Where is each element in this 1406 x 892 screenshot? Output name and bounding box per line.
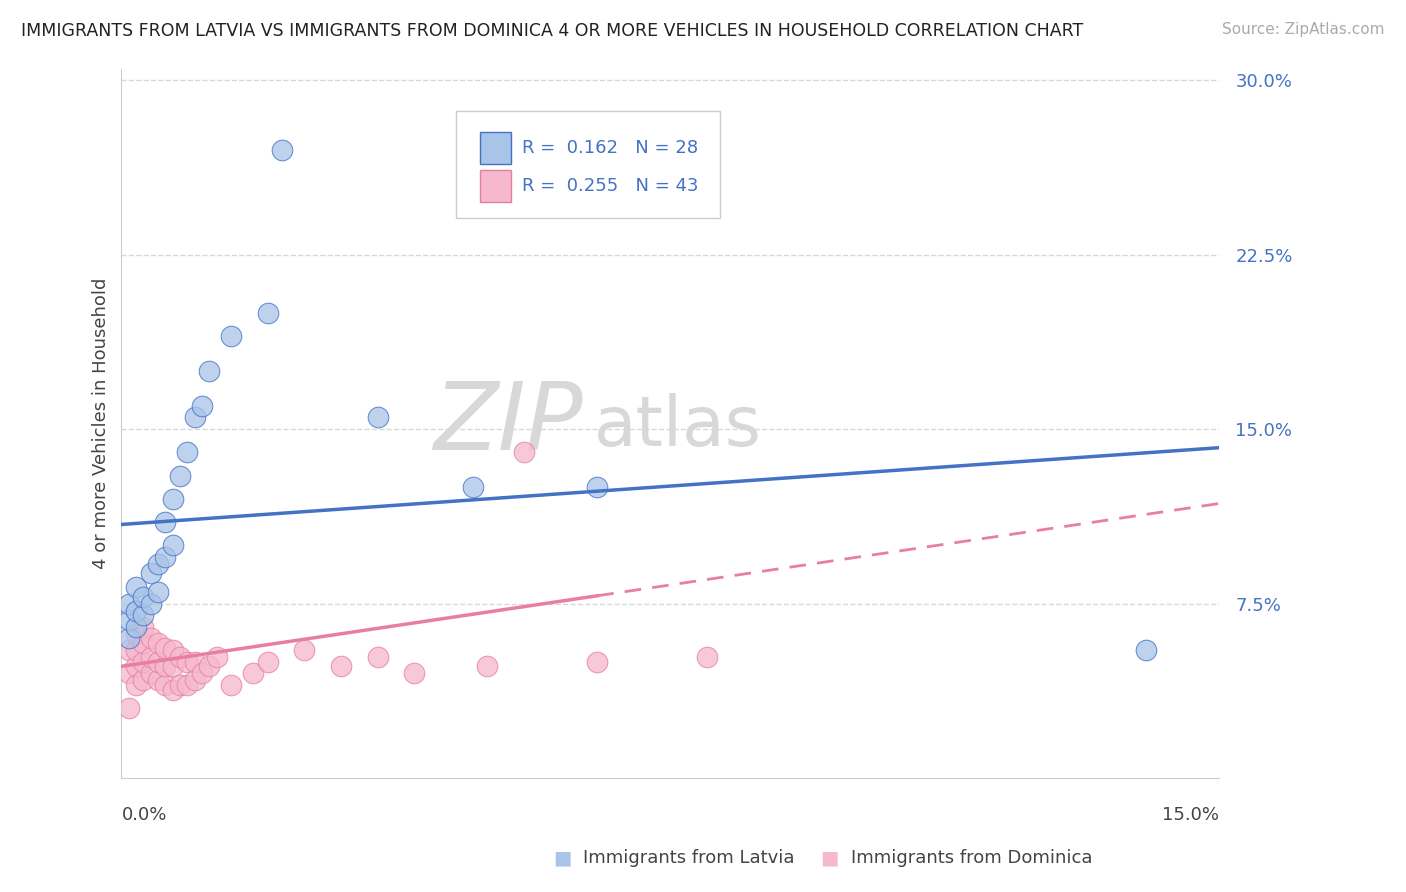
Point (513, 445, 536, 459)
Point (125, 603, 148, 617)
Point (696, 650, 718, 665)
Point (125, 620, 148, 634)
Point (118, 643, 141, 657)
Point (586, 655, 609, 669)
Point (183, 655, 205, 669)
Point (118, 597, 141, 611)
Point (294, 643, 316, 657)
Point (125, 580, 148, 594)
Point (162, 659, 184, 673)
Text: atlas: atlas (593, 393, 762, 460)
Point (132, 636, 155, 650)
Point (118, 632, 141, 646)
Point (118, 666, 141, 681)
Point (139, 650, 162, 665)
Point (139, 566, 162, 581)
Point (139, 597, 162, 611)
Point (176, 445, 198, 459)
Text: R =  0.255   N = 43: R = 0.255 N = 43 (522, 177, 699, 194)
Point (191, 666, 214, 681)
Text: ■: ■ (553, 848, 572, 867)
Text: Immigrants from Latvia: Immigrants from Latvia (583, 849, 794, 867)
Point (132, 608, 155, 623)
Point (477, 659, 499, 673)
Text: ZIP: ZIP (433, 378, 582, 469)
Point (271, 143, 294, 157)
Point (191, 399, 214, 413)
Point (162, 538, 184, 552)
Point (242, 666, 264, 681)
Point (404, 666, 426, 681)
Point (155, 678, 177, 692)
Point (198, 659, 221, 673)
Point (132, 590, 155, 604)
Point (146, 673, 169, 688)
FancyBboxPatch shape (481, 132, 512, 164)
Point (162, 491, 184, 506)
Point (169, 650, 191, 665)
Point (146, 557, 169, 571)
Text: IMMIGRANTS FROM LATVIA VS IMMIGRANTS FROM DOMINICA 4 OR MORE VEHICLES IN HOUSEHO: IMMIGRANTS FROM LATVIA VS IMMIGRANTS FRO… (21, 22, 1084, 40)
Point (155, 659, 177, 673)
Point (155, 640, 177, 655)
Point (125, 627, 148, 641)
Point (256, 306, 278, 320)
Point (176, 655, 198, 669)
Y-axis label: 4 or more Vehicles in Household: 4 or more Vehicles in Household (93, 277, 110, 569)
Point (132, 620, 155, 634)
Point (198, 364, 221, 378)
Point (256, 655, 278, 669)
Point (176, 678, 198, 692)
Point (461, 480, 484, 494)
Point (183, 410, 205, 425)
Point (169, 468, 191, 483)
Point (146, 585, 169, 599)
Point (367, 410, 389, 425)
Point (162, 682, 184, 697)
Point (205, 650, 228, 665)
Text: Immigrants from Dominica: Immigrants from Dominica (851, 849, 1092, 867)
Point (118, 613, 141, 627)
Point (139, 632, 162, 646)
Point (146, 655, 169, 669)
Point (586, 480, 609, 494)
Point (118, 701, 141, 715)
Text: Source: ZipAtlas.com: Source: ZipAtlas.com (1222, 22, 1385, 37)
FancyBboxPatch shape (481, 170, 512, 202)
Point (155, 515, 177, 529)
Point (139, 666, 162, 681)
Text: 0.0%: 0.0% (121, 806, 167, 824)
Point (219, 329, 242, 343)
Point (125, 643, 148, 657)
Point (155, 549, 177, 564)
Point (146, 636, 169, 650)
Text: 15.0%: 15.0% (1163, 806, 1219, 824)
Point (132, 673, 155, 688)
Point (183, 673, 205, 688)
Text: ■: ■ (820, 848, 839, 867)
Point (219, 678, 242, 692)
FancyBboxPatch shape (457, 112, 720, 218)
Point (125, 659, 148, 673)
Point (125, 678, 148, 692)
Point (367, 650, 389, 665)
Point (169, 678, 191, 692)
Text: R =  0.162   N = 28: R = 0.162 N = 28 (522, 139, 699, 157)
Point (132, 655, 155, 669)
Point (162, 643, 184, 657)
Point (330, 659, 353, 673)
Point (1135, 643, 1157, 657)
